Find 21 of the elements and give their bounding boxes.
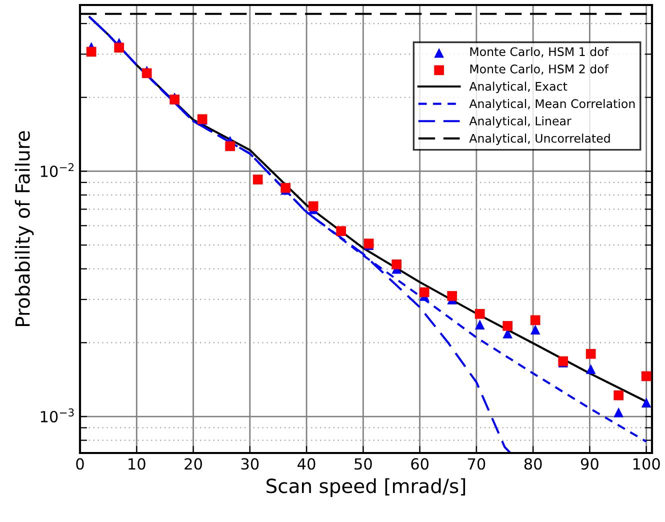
x-tick-label: 70 bbox=[468, 458, 486, 470]
legend-label: Analytical, Linear bbox=[469, 116, 572, 128]
x-tick-label: 30 bbox=[241, 458, 259, 470]
legend-label: Monte Carlo, HSM 1 dof bbox=[470, 46, 609, 58]
y-tick-label: 10$^{−2}$ bbox=[40, 163, 74, 178]
legend-label: Analytical, Mean Correlation bbox=[469, 98, 635, 110]
x-tick-label: 100 bbox=[633, 458, 660, 470]
legend-label: Monte Carlo, HSM 2 dof bbox=[470, 64, 609, 75]
x-tick-label: 90 bbox=[580, 458, 598, 470]
y-axis-title: Probability of Failure bbox=[14, 131, 34, 326]
legend-label: Analytical, Exact bbox=[469, 82, 568, 94]
x-tick-label: 60 bbox=[411, 458, 429, 470]
x-tick-label: 0 bbox=[76, 458, 84, 470]
legend-label: Analytical, Uncorrelated bbox=[469, 134, 610, 146]
y-tick-label: 10$^{−3}$ bbox=[40, 408, 74, 422]
x-tick-label: 20 bbox=[184, 458, 202, 470]
x-tick-label: 80 bbox=[524, 458, 542, 470]
x-tick-label: 40 bbox=[298, 458, 316, 470]
x-axis-title: Scan speed [mrad/s] bbox=[266, 478, 466, 498]
x-tick-label: 50 bbox=[354, 458, 372, 470]
x-tick-label: 10 bbox=[128, 458, 146, 470]
